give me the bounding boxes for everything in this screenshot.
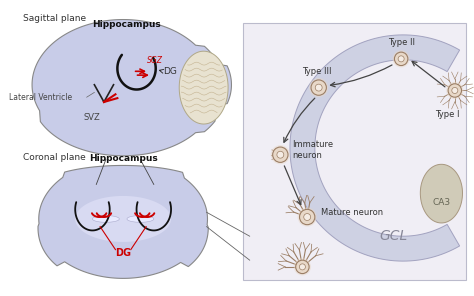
Ellipse shape bbox=[304, 214, 310, 221]
Ellipse shape bbox=[448, 84, 462, 97]
Ellipse shape bbox=[392, 50, 410, 67]
Ellipse shape bbox=[315, 84, 322, 91]
Polygon shape bbox=[179, 51, 228, 124]
Ellipse shape bbox=[311, 80, 327, 95]
Text: Hippocampus: Hippocampus bbox=[92, 20, 161, 28]
Ellipse shape bbox=[300, 264, 305, 270]
Polygon shape bbox=[127, 215, 154, 222]
Ellipse shape bbox=[446, 82, 464, 99]
Polygon shape bbox=[92, 215, 119, 222]
Ellipse shape bbox=[300, 209, 315, 225]
Polygon shape bbox=[420, 164, 463, 223]
Ellipse shape bbox=[294, 258, 311, 276]
Text: Type III: Type III bbox=[302, 67, 331, 76]
Text: Immature
neuron: Immature neuron bbox=[292, 140, 333, 160]
Text: SVZ: SVZ bbox=[83, 113, 100, 123]
Ellipse shape bbox=[277, 151, 284, 158]
Text: Type II: Type II bbox=[388, 38, 415, 47]
Text: Hippocampus: Hippocampus bbox=[89, 154, 157, 163]
Text: CA3: CA3 bbox=[432, 198, 450, 207]
Text: SGZ: SGZ bbox=[147, 56, 163, 65]
Polygon shape bbox=[75, 196, 171, 242]
Text: Coronal plane: Coronal plane bbox=[23, 153, 86, 162]
Polygon shape bbox=[290, 35, 460, 261]
Polygon shape bbox=[32, 20, 231, 156]
Polygon shape bbox=[38, 165, 208, 278]
Ellipse shape bbox=[452, 87, 458, 94]
Ellipse shape bbox=[298, 207, 317, 227]
Text: Lateral Ventricle: Lateral Ventricle bbox=[9, 93, 73, 102]
Ellipse shape bbox=[398, 56, 404, 62]
Text: Mature neuron: Mature neuron bbox=[320, 208, 383, 217]
Ellipse shape bbox=[273, 147, 288, 163]
Text: DG: DG bbox=[164, 67, 177, 76]
Text: DG: DG bbox=[115, 248, 131, 258]
Text: Type I: Type I bbox=[435, 110, 459, 119]
Text: Sagittal plane: Sagittal plane bbox=[23, 14, 87, 23]
Text: GCL: GCL bbox=[379, 229, 408, 243]
Ellipse shape bbox=[309, 78, 328, 97]
Ellipse shape bbox=[271, 145, 290, 164]
Ellipse shape bbox=[394, 52, 408, 65]
Ellipse shape bbox=[296, 260, 309, 274]
FancyBboxPatch shape bbox=[243, 23, 466, 280]
